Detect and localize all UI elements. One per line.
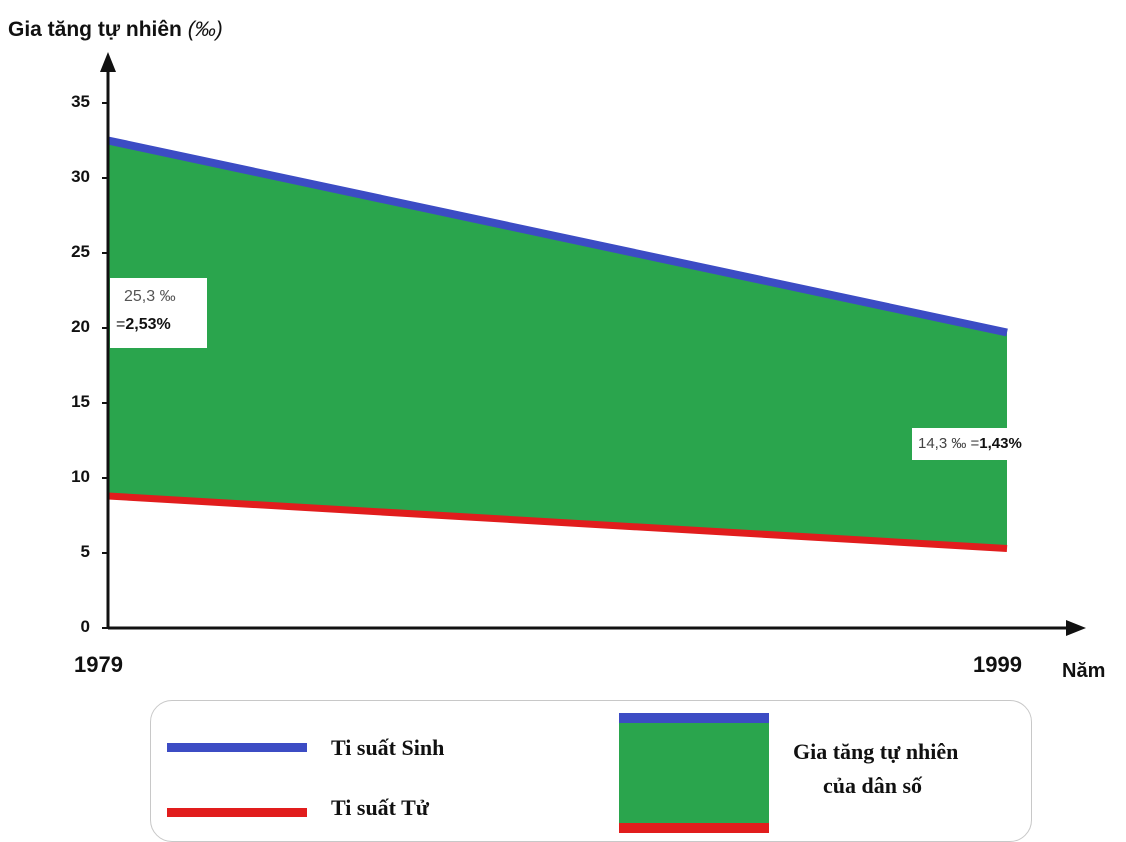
annotation-1979-percent: =2,53% [116,316,171,334]
birth-rate-line [107,136,1008,337]
annotation-1979-permille: 25,3 ‰ [124,288,176,305]
y-tick-label: 30 [71,167,90,186]
x-tick-label: 1979 [74,652,123,677]
legend: Ti suất Sinh Ti suất Tử Gia tăng tự nhiê… [150,700,1032,842]
legend-death-swatch [167,808,307,817]
y-tick-label: 0 [80,617,90,636]
legend-growth-swatch [619,713,769,833]
legend-birth-swatch [167,743,307,752]
x-tick-label: 1999 [973,652,1022,677]
x-axis-title: Năm [1062,660,1106,682]
y-axis-arrow [100,52,116,72]
y-tick-label: 20 [71,317,90,336]
y-tick-label: 5 [80,542,90,561]
legend-death-label: Ti suất Tử [331,795,429,820]
chart-svg [100,52,1086,636]
annotation-1979-value: 2,53% [125,316,171,333]
y-tick-marks [102,102,108,629]
y-axis-title: Gia tăng tự nhiên (‰) [8,18,223,42]
legend-growth-swatch-top [619,713,769,723]
annotation-1979: 25,3 ‰ =2,53% [110,278,207,348]
death-rate-line [107,492,1008,552]
legend-birth-label: Ti suất Sinh [331,735,445,760]
legend-growth-label-2: của dân số [823,773,923,798]
y-tick-label: 25 [71,242,90,261]
y-tick-label: 15 [71,392,90,411]
annotation-1999-permille: 14,3 ‰ = [918,435,980,452]
y-axis-title-text: Gia tăng tự nhiên [8,18,182,41]
y-tick-label: 35 [71,92,90,111]
annotation-1999: 14,3 ‰ =1,43% [912,428,1087,460]
annotation-1999-value: 1,43% [979,435,1022,452]
annotation-1979-prefix: = [116,316,126,333]
legend-growth-label-1: Gia tăng tự nhiên [793,739,959,764]
natural-increase-area [108,140,1007,549]
y-axis-unit: (‰) [187,18,223,41]
x-axis-arrow [1066,620,1086,636]
y-tick-label: 10 [71,467,90,486]
